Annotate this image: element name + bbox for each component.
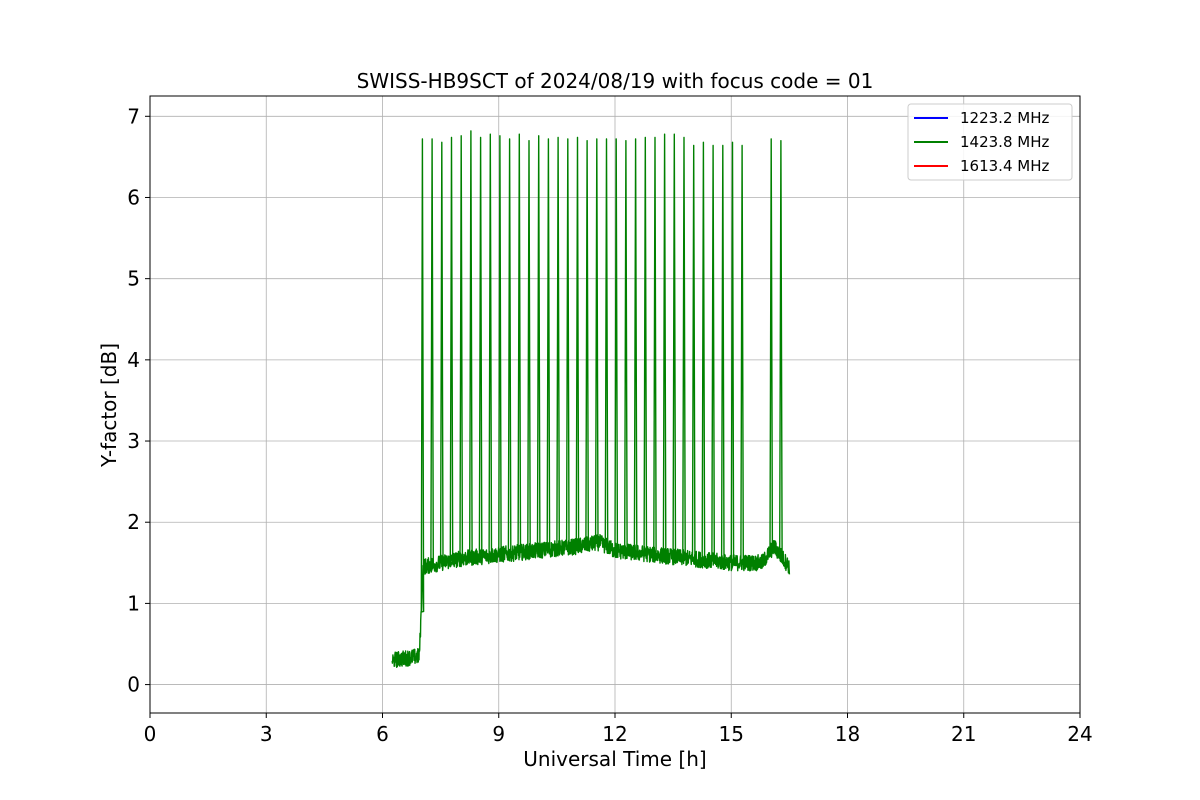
- y-tick-label: 1: [127, 591, 140, 615]
- y-tick-label: 7: [127, 104, 140, 128]
- x-axis-label: Universal Time [h]: [523, 747, 706, 771]
- y-tick-label: 6: [127, 185, 140, 209]
- y-tick-label: 2: [127, 510, 140, 534]
- legend-label: 1423.8 MHz: [960, 133, 1049, 151]
- plot-lines: [391, 130, 791, 668]
- x-tick-label: 9: [492, 722, 505, 746]
- legend-label: 1223.2 MHz: [960, 109, 1049, 127]
- x-tick-label: 6: [376, 722, 389, 746]
- y-axis: 0 1 2 3 4 5 6 7: [127, 104, 150, 697]
- x-tick-label: 12: [602, 722, 627, 746]
- y-tick-label: 5: [127, 267, 140, 291]
- legend: 1223.2 MHz 1423.8 MHz 1613.4 MHz: [907, 103, 1073, 181]
- x-tick-label: 18: [835, 722, 860, 746]
- x-axis: 0 3 6 9 12 15 18 21 24: [144, 713, 1093, 746]
- y-tick-label: 4: [127, 348, 140, 372]
- x-tick-label: 3: [260, 722, 273, 746]
- x-tick-label: 15: [719, 722, 744, 746]
- y-axis-label: Y-factor [dB]: [97, 343, 121, 468]
- x-tick-label: 21: [951, 722, 976, 746]
- chart-title: SWISS-HB9SCT of 2024/08/19 with focus co…: [357, 69, 874, 93]
- series-line-2: [391, 130, 791, 668]
- y-tick-label: 0: [127, 673, 140, 697]
- legend-box: [907, 103, 1073, 181]
- legend-label: 1613.4 MHz: [960, 157, 1049, 175]
- x-tick-label: 0: [144, 722, 157, 746]
- x-tick-label: 24: [1067, 722, 1092, 746]
- y-tick-label: 3: [127, 429, 140, 453]
